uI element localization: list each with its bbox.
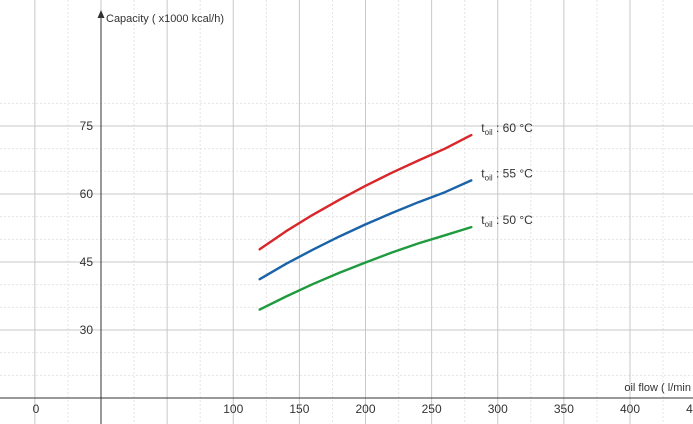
series-group: toil : 60 °C toil : 55 °C toil : 50 °C [258,121,533,311]
x-tick-label: 150 [289,402,309,416]
series-line [258,179,473,281]
x-tick-label: 100 [223,402,243,416]
y-tick-label: 75 [80,119,94,133]
series-line [258,133,473,251]
y-axis-title: Capacity ( x1000 kcal/h) [106,13,224,25]
y-tick-label: 45 [80,255,94,269]
x-tick-label: 0 [33,402,40,416]
axes [0,10,693,424]
y-axis-arrow-icon [97,10,105,18]
x-tick-label: 300 [488,402,508,416]
series-label: toil : 60 °C [481,121,533,137]
x-tick-label: 450 [686,402,693,416]
x-tick-label: 250 [422,402,442,416]
x-tick-label: 350 [554,402,574,416]
series-label: toil : 50 °C [481,213,533,229]
x-axis-title: oil flow ( l/min [624,382,691,394]
x-tick-labels: 0 100 150 200 250 300 350 400 450 [33,402,693,416]
x-tick-label: 200 [355,402,375,416]
series-line [258,225,473,311]
series-label: toil : 55 °C [481,166,533,182]
y-tick-labels: 30 45 60 75 [80,119,94,337]
y-tick-label: 60 [80,187,94,201]
y-tick-label: 30 [80,323,94,337]
x-tick-label: 400 [620,402,640,416]
